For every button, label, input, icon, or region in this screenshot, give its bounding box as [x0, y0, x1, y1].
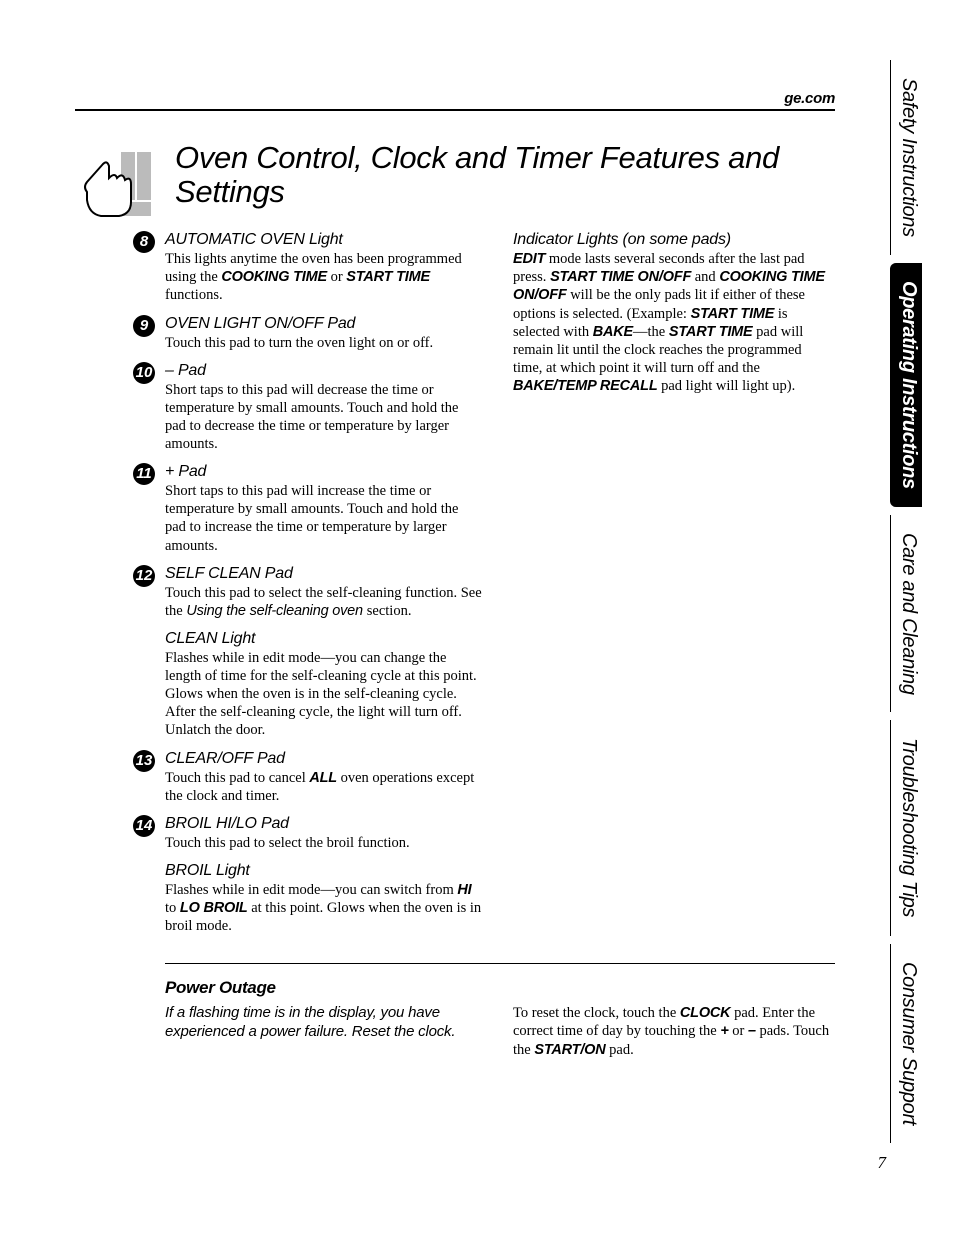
feature-body: – PadShort taps to this pad will decreas… [165, 362, 483, 454]
page-number: 7 [878, 1153, 887, 1173]
side-tab[interactable]: Consumer Support [890, 944, 922, 1143]
page-title: Oven Control, Clock and Timer Features a… [175, 141, 835, 209]
touching-hand-icon [75, 142, 157, 224]
power-outage-section: Power Outage If a flashing time is in th… [165, 978, 835, 1058]
feature-text: Short taps to this pad will decrease the… [165, 381, 483, 454]
feature-title: BROIL Light [165, 862, 483, 880]
feature-text: Touch this pad to select the broil funct… [165, 834, 483, 852]
power-note: If a flashing time is in the display, yo… [165, 1004, 483, 1042]
feature-text: Touch this pad to turn the oven light on… [165, 334, 483, 352]
number-badge: 9 [133, 315, 155, 337]
feature-title: + Pad [165, 463, 483, 481]
power-outage-title: Power Outage [165, 978, 835, 998]
feature-item: 13CLEAR/OFF PadTouch this pad to cancel … [165, 750, 483, 805]
feature-body: SELF CLEAN PadTouch this pad to select t… [165, 565, 483, 620]
feature-item: BROIL LightFlashes while in edit mode—yo… [165, 862, 483, 935]
feature-item: 14BROIL HI/LO PadTouch this pad to selec… [165, 815, 483, 852]
feature-title: OVEN LIGHT ON/OFF Pad [165, 315, 483, 333]
feature-body: + PadShort taps to this pad will increas… [165, 463, 483, 555]
mid-rule [165, 963, 835, 964]
feature-title: SELF CLEAN Pad [165, 565, 483, 583]
number-badge: 14 [133, 815, 155, 837]
number-badge: 10 [133, 362, 155, 384]
page-content: ge.com Oven Control, Clock and Timer Fea… [75, 90, 835, 1059]
feature-item: 9OVEN LIGHT ON/OFF PadTouch this pad to … [165, 315, 483, 352]
feature-title: CLEAN Light [165, 630, 483, 648]
feature-text: EDIT mode lasts several seconds after th… [513, 250, 831, 395]
feature-item: 10– PadShort taps to this pad will decre… [165, 362, 483, 454]
top-rule [75, 109, 835, 111]
feature-text: Touch this pad to cancel ALL oven operat… [165, 769, 483, 805]
feature-body: AUTOMATIC OVEN LightThis lights anytime … [165, 231, 483, 304]
feature-text: Flashes while in edit mode—you can chang… [165, 649, 483, 740]
side-tab[interactable]: Operating Instructions [890, 263, 922, 507]
right-column: Indicator Lights (on some pads)EDIT mode… [513, 231, 831, 945]
feature-title: CLEAR/OFF Pad [165, 750, 483, 768]
columns: 8AUTOMATIC OVEN LightThis lights anytime… [165, 231, 835, 945]
feature-body: CLEAN LightFlashes while in edit mode—yo… [165, 630, 483, 740]
number-badge: 8 [133, 231, 155, 253]
feature-text: This lights anytime the oven has been pr… [165, 250, 483, 304]
side-tab[interactable]: Troubleshooting Tips [890, 720, 922, 935]
side-tabs: Safety Instructions Operating Instruction… [890, 60, 922, 1160]
feature-title: – Pad [165, 362, 483, 380]
feature-body: BROIL LightFlashes while in edit mode—yo… [165, 862, 483, 935]
feature-title: Indicator Lights (on some pads) [513, 231, 831, 249]
feature-item: 8AUTOMATIC OVEN LightThis lights anytime… [165, 231, 483, 304]
feature-title: BROIL HI/LO Pad [165, 815, 483, 833]
feature-body: OVEN LIGHT ON/OFF PadTouch this pad to t… [165, 315, 483, 352]
side-tab[interactable]: Care and Cleaning [890, 515, 922, 713]
power-columns: If a flashing time is in the display, yo… [165, 1004, 835, 1058]
feature-item: 12SELF CLEAN PadTouch this pad to select… [165, 565, 483, 620]
power-instruction-col: To reset the clock, touch the CLOCK pad.… [513, 1004, 831, 1058]
feature-title: AUTOMATIC OVEN Light [165, 231, 483, 249]
number-badge: 13 [133, 750, 155, 772]
number-badge: 11 [133, 463, 155, 485]
feature-body: Indicator Lights (on some pads)EDIT mode… [513, 231, 831, 395]
header-row: Oven Control, Clock and Timer Features a… [75, 141, 835, 219]
power-note-col: If a flashing time is in the display, yo… [165, 1004, 483, 1058]
side-tab[interactable]: Safety Instructions [890, 60, 922, 255]
feature-text: Flashes while in edit mode—you can switc… [165, 881, 483, 935]
feature-text: Short taps to this pad will increase the… [165, 482, 483, 555]
website-url: ge.com [75, 90, 835, 107]
feature-item: 11+ PadShort taps to this pad will incre… [165, 463, 483, 555]
feature-body: BROIL HI/LO PadTouch this pad to select … [165, 815, 483, 852]
feature-text: Touch this pad to select the self-cleani… [165, 584, 483, 620]
feature-item: CLEAN LightFlashes while in edit mode—yo… [165, 630, 483, 740]
left-column: 8AUTOMATIC OVEN LightThis lights anytime… [165, 231, 483, 945]
feature-item: Indicator Lights (on some pads)EDIT mode… [513, 231, 831, 395]
feature-body: CLEAR/OFF PadTouch this pad to cancel AL… [165, 750, 483, 805]
number-badge: 12 [133, 565, 155, 587]
